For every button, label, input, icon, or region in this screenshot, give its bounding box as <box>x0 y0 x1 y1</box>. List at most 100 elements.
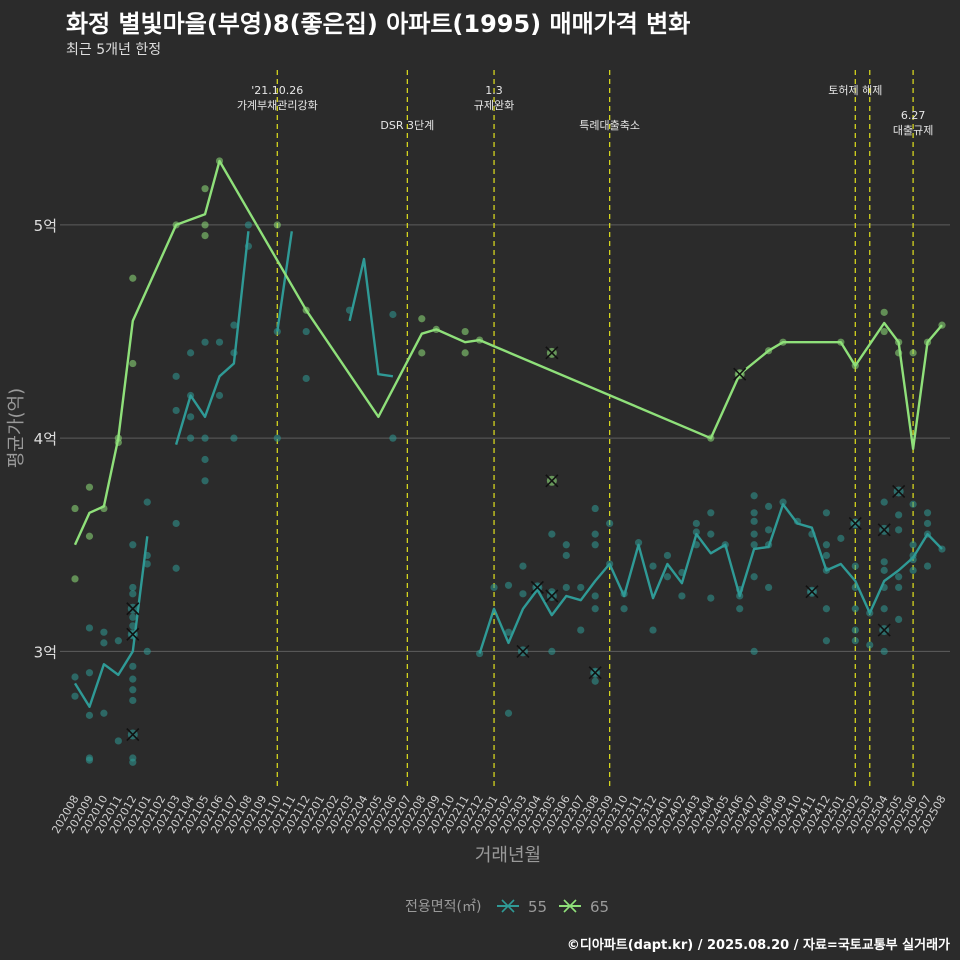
data-point-55 <box>837 534 845 542</box>
data-point-65 <box>85 483 94 491</box>
data-point-55 <box>71 673 79 681</box>
data-point-55 <box>215 391 224 400</box>
data-point-55 <box>129 583 137 592</box>
event-label-line: '21.10.26 <box>251 84 303 97</box>
data-point-55 <box>765 502 773 510</box>
data-point-55 <box>100 709 108 717</box>
legend-key-x-65 <box>563 899 577 913</box>
cancelled-x-mark-55 <box>545 589 559 603</box>
cancelled-x-mark-55 <box>588 666 602 680</box>
event-label-line: 대출규제 <box>893 124 933 137</box>
data-point-55 <box>591 605 599 613</box>
data-point-55 <box>100 639 108 647</box>
y-tick-label: 4억 <box>34 430 57 448</box>
data-point-55 <box>201 434 209 442</box>
x-axis-title: 거래년월 <box>475 845 541 866</box>
cancelled-x-mark-65 <box>733 367 747 381</box>
data-point-55 <box>187 413 195 421</box>
data-point-55 <box>504 628 513 636</box>
data-point-55 <box>895 511 903 519</box>
cancelled-x-mark-55 <box>530 580 544 594</box>
data-point-55 <box>302 374 310 383</box>
data-point-55 <box>172 372 180 380</box>
data-point-55 <box>548 530 556 538</box>
data-point-55 <box>129 675 137 683</box>
data-point-65 <box>880 327 888 336</box>
data-point-55 <box>172 406 180 415</box>
data-point-55 <box>504 581 513 589</box>
event-label-line: 6.27 <box>901 109 926 122</box>
data-point-55 <box>606 519 614 528</box>
data-point-55 <box>244 221 252 229</box>
event-label-line: DSR 3단계 <box>380 119 434 132</box>
data-point-55 <box>649 626 657 634</box>
data-point-55 <box>707 594 715 602</box>
cancelled-x-mark-55 <box>126 727 140 742</box>
data-point-55 <box>172 564 180 572</box>
data-point-55 <box>519 562 527 570</box>
data-point-55 <box>591 530 599 538</box>
data-point-55 <box>851 562 859 570</box>
data-point-55 <box>129 686 137 694</box>
data-point-65 <box>129 359 137 368</box>
data-point-55 <box>100 628 108 636</box>
data-point-55 <box>750 647 758 655</box>
data-point-55 <box>880 558 888 566</box>
data-point-55 <box>880 566 888 574</box>
cancelled-x-mark-55 <box>805 585 819 599</box>
data-point-55 <box>548 647 556 655</box>
data-point-55 <box>591 541 599 549</box>
data-point-55 <box>129 541 137 549</box>
chart-title: 화정 별빛마을(부영)8(좋은집) 아파트(1995) 매매가격 변화 <box>66 10 691 38</box>
data-point-55 <box>779 498 787 506</box>
data-point-55 <box>736 605 744 613</box>
legend-label-55: 55 <box>528 898 547 916</box>
data-point-55 <box>851 626 859 634</box>
series-line-55 <box>73 536 149 708</box>
data-point-65 <box>909 349 917 357</box>
event-label-line: 특례대출축소 <box>579 119 640 132</box>
y-tick-label: 5억 <box>34 217 57 235</box>
data-point-55 <box>85 711 94 719</box>
data-point-55 <box>750 517 758 525</box>
cancelled-x-mark-55 <box>892 484 906 499</box>
series-line-65 <box>73 159 943 546</box>
event-label: '21.10.26 가계부채관리강화 <box>237 84 318 112</box>
data-point-55 <box>692 519 700 528</box>
data-point-55 <box>71 692 79 700</box>
y-tick-label: 3억 <box>34 643 57 661</box>
legend-label-65: 65 <box>590 898 609 916</box>
chart-subtitle: 최근 5개년 한정 <box>66 42 162 58</box>
data-point-55 <box>895 526 903 534</box>
data-point-55 <box>143 498 151 506</box>
data-point-55 <box>923 509 932 517</box>
cancelled-x-mark-55 <box>126 602 140 616</box>
event-label: 토허제 해제 <box>828 83 882 97</box>
data-point-55 <box>866 641 874 649</box>
cancelled-x-mark-55 <box>877 623 891 637</box>
data-point-55 <box>201 477 209 485</box>
data-point-55 <box>591 592 599 600</box>
y-axis-title: 평균가(억) <box>6 388 27 468</box>
data-point-55 <box>389 434 397 442</box>
line-layer <box>73 159 943 708</box>
data-point-55 <box>822 605 831 613</box>
data-point-55 <box>201 455 209 464</box>
event-label-line: 규제완화 <box>474 99 514 112</box>
data-point-55 <box>750 541 758 549</box>
event-label: 특례대출축소 <box>579 119 640 132</box>
data-point-55 <box>490 583 498 592</box>
data-point-65 <box>201 231 209 240</box>
data-point-65 <box>201 221 209 229</box>
data-point-55 <box>909 500 917 508</box>
data-point-55 <box>230 434 238 442</box>
event-label-line: 가계부채관리강화 <box>237 99 318 112</box>
event-label: DSR 3단계 <box>380 119 434 132</box>
data-point-55 <box>678 592 686 600</box>
data-point-55 <box>880 605 888 613</box>
data-point-55 <box>143 560 151 568</box>
data-point-55 <box>577 626 585 634</box>
series-line-55 <box>174 231 250 445</box>
